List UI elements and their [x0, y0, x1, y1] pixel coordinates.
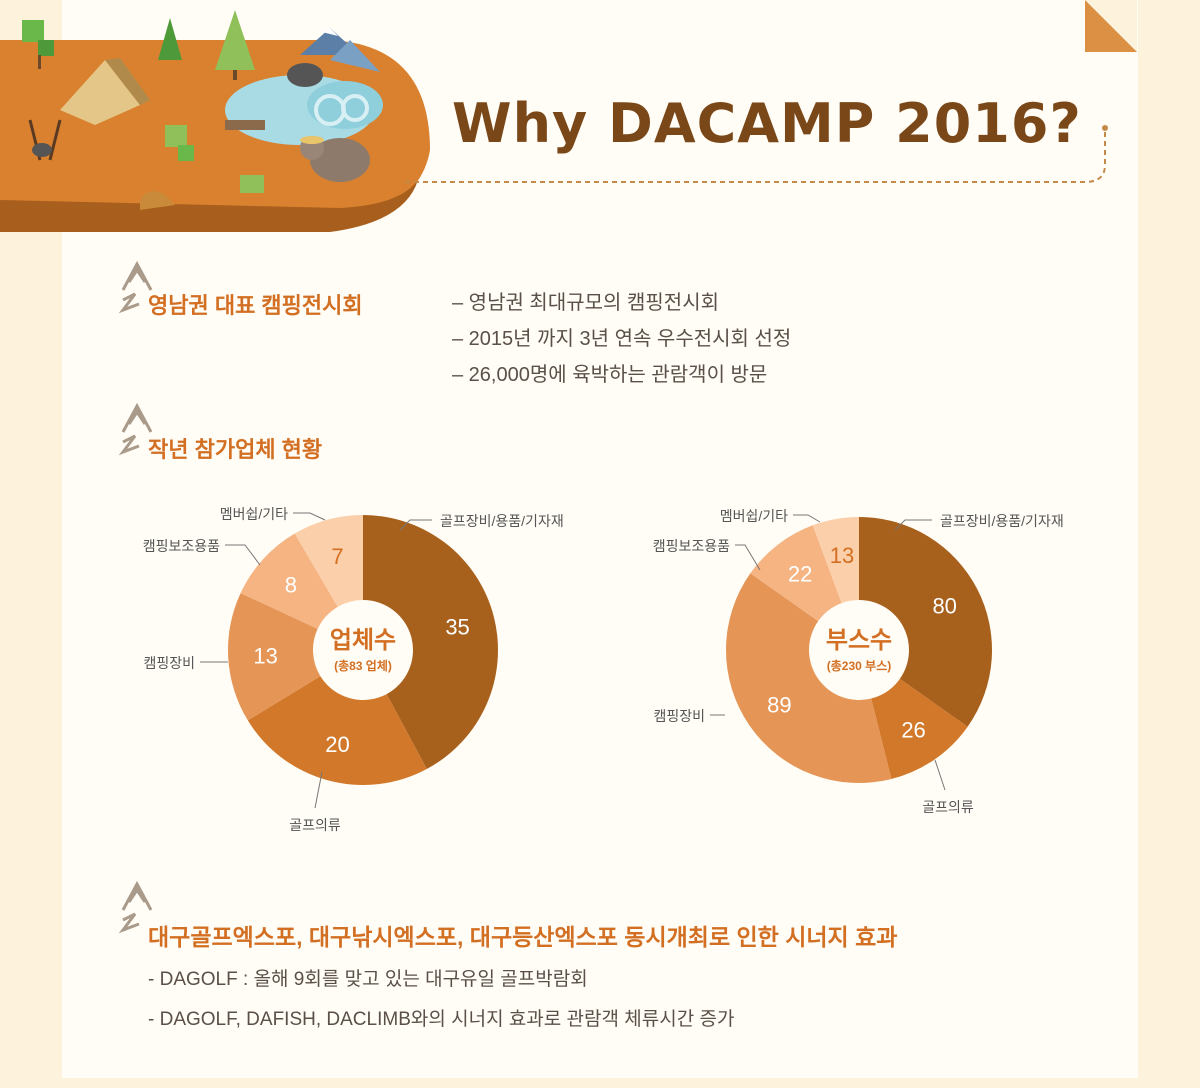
tree-bullet-icon — [118, 260, 153, 314]
seg-golf-apparel-slice — [871, 678, 968, 780]
seg-membership-etc-value-label: 13 — [830, 543, 854, 568]
seg-membership-etc-leader-line — [293, 512, 326, 521]
tree-bullet-icon — [118, 402, 153, 456]
seg-golf-apparel-category-label: 골프의류 — [289, 817, 341, 833]
seg-camping-accessories-category-label: 캠핑보조용품 — [653, 538, 730, 554]
donut-center-subtitle: (총230 부스) — [827, 658, 891, 673]
seg-camping-equipment-slice — [228, 593, 321, 721]
seg-camping-accessories-slice — [240, 533, 338, 629]
seg-golf-equipment-leader-line — [894, 519, 932, 531]
bullet-1-3: – 26,000명에 육박하는 관람객이 방문 — [452, 364, 768, 386]
bullet-1-2: – 2015년 까지 3년 연속 우수전시회 선정 — [452, 328, 792, 350]
seg-camping-accessories-leader-line — [735, 544, 761, 571]
seg-golf-apparel-leader-line — [934, 759, 946, 791]
seg-membership-etc-leader-line — [793, 514, 821, 523]
seg-golf-equipment-slice — [363, 515, 498, 769]
folded-corner-icon — [1085, 0, 1137, 52]
seg-membership-etc-slice — [812, 517, 859, 604]
camping-illustration — [0, 10, 430, 232]
seg-camping-accessories-value-label: 8 — [285, 572, 297, 597]
seg-camping-equipment-value-label: 13 — [253, 644, 277, 669]
title-underline-dotted — [405, 125, 1108, 183]
seg-camping-equipment-category-label: 캠핑장비 — [653, 708, 705, 724]
seg-golf-equipment-category-label: 골프장비/용품/기자재 — [440, 513, 564, 529]
donut-chart-booths: 80 골프장비/용품/기자재 26 골프의류 89 캠핑장비 22 캠핑보조용품 13 멤버쉽/기… — [653, 508, 1064, 815]
seg-membership-etc-category-label: 멤버쉽/기타 — [720, 508, 788, 524]
seg-golf-equipment-leader-line — [399, 519, 432, 531]
seg-camping-equipment-category-label: 캠핑장비 — [143, 655, 195, 671]
seg-camping-accessories-category-label: 캠핑보조용품 — [143, 538, 220, 554]
donut-center-title: 업체수 — [330, 627, 396, 654]
donut-chart-companies: 35 골프장비/용품/기자재 20 골프의류 13 캠핑장비 8 캠핑보조용품 7 멤버쉽/기타업… — [143, 506, 564, 833]
seg-membership-etc-slice — [294, 515, 363, 607]
section-heading-3: 대구골프엑스포, 대구낚시엑스포, 대구등산엑스포 동시개최로 인한 시너지 효… — [148, 924, 898, 950]
seg-golf-equipment-category-label: 골프장비/용품/기자재 — [940, 513, 1064, 529]
tree-bullet-icon — [118, 880, 153, 934]
seg-camping-equipment-value-label: 89 — [767, 693, 791, 718]
donut-center-subtitle: (총83 업체) — [334, 658, 392, 673]
page-title: Why DACAMP 2016? — [452, 92, 1082, 155]
bullet-3-2: - DAGOLF, DAFISH, DACLIMB와의 시너지 효과로 관람객 … — [148, 1009, 735, 1030]
seg-golf-apparel-category-label: 골프의류 — [922, 799, 974, 815]
seg-membership-etc-category-label: 멤버쉽/기타 — [220, 506, 288, 522]
section-heading-1: 영남권 대표 캠핑전시회 — [148, 293, 363, 318]
seg-golf-equipment-value-label: 80 — [932, 594, 956, 619]
donut-center-title: 부스수 — [826, 627, 892, 654]
seg-camping-accessories-slice — [750, 525, 842, 622]
bullet-1-1: – 영남권 최대규모의 캠핑전시회 — [452, 292, 719, 314]
seg-golf-apparel-slice — [247, 676, 427, 785]
seg-camping-accessories-value-label: 22 — [788, 562, 812, 587]
seg-golf-apparel-value-label: 20 — [325, 732, 349, 757]
seg-membership-etc-value-label: 7 — [331, 544, 343, 569]
seg-camping-accessories-leader-line — [225, 544, 261, 566]
seg-golf-equipment-slice — [859, 517, 992, 727]
seg-golf-apparel-value-label: 26 — [901, 718, 925, 743]
seg-camping-equipment-slice — [726, 573, 892, 783]
seg-golf-equipment-value-label: 35 — [445, 614, 469, 639]
section-heading-2: 작년 참가업체 현황 — [148, 437, 323, 462]
bullet-3-1: - DAGOLF : 올해 9회를 맞고 있는 대구유일 골프박람회 — [148, 969, 588, 990]
seg-golf-apparel-leader-line — [314, 771, 323, 809]
